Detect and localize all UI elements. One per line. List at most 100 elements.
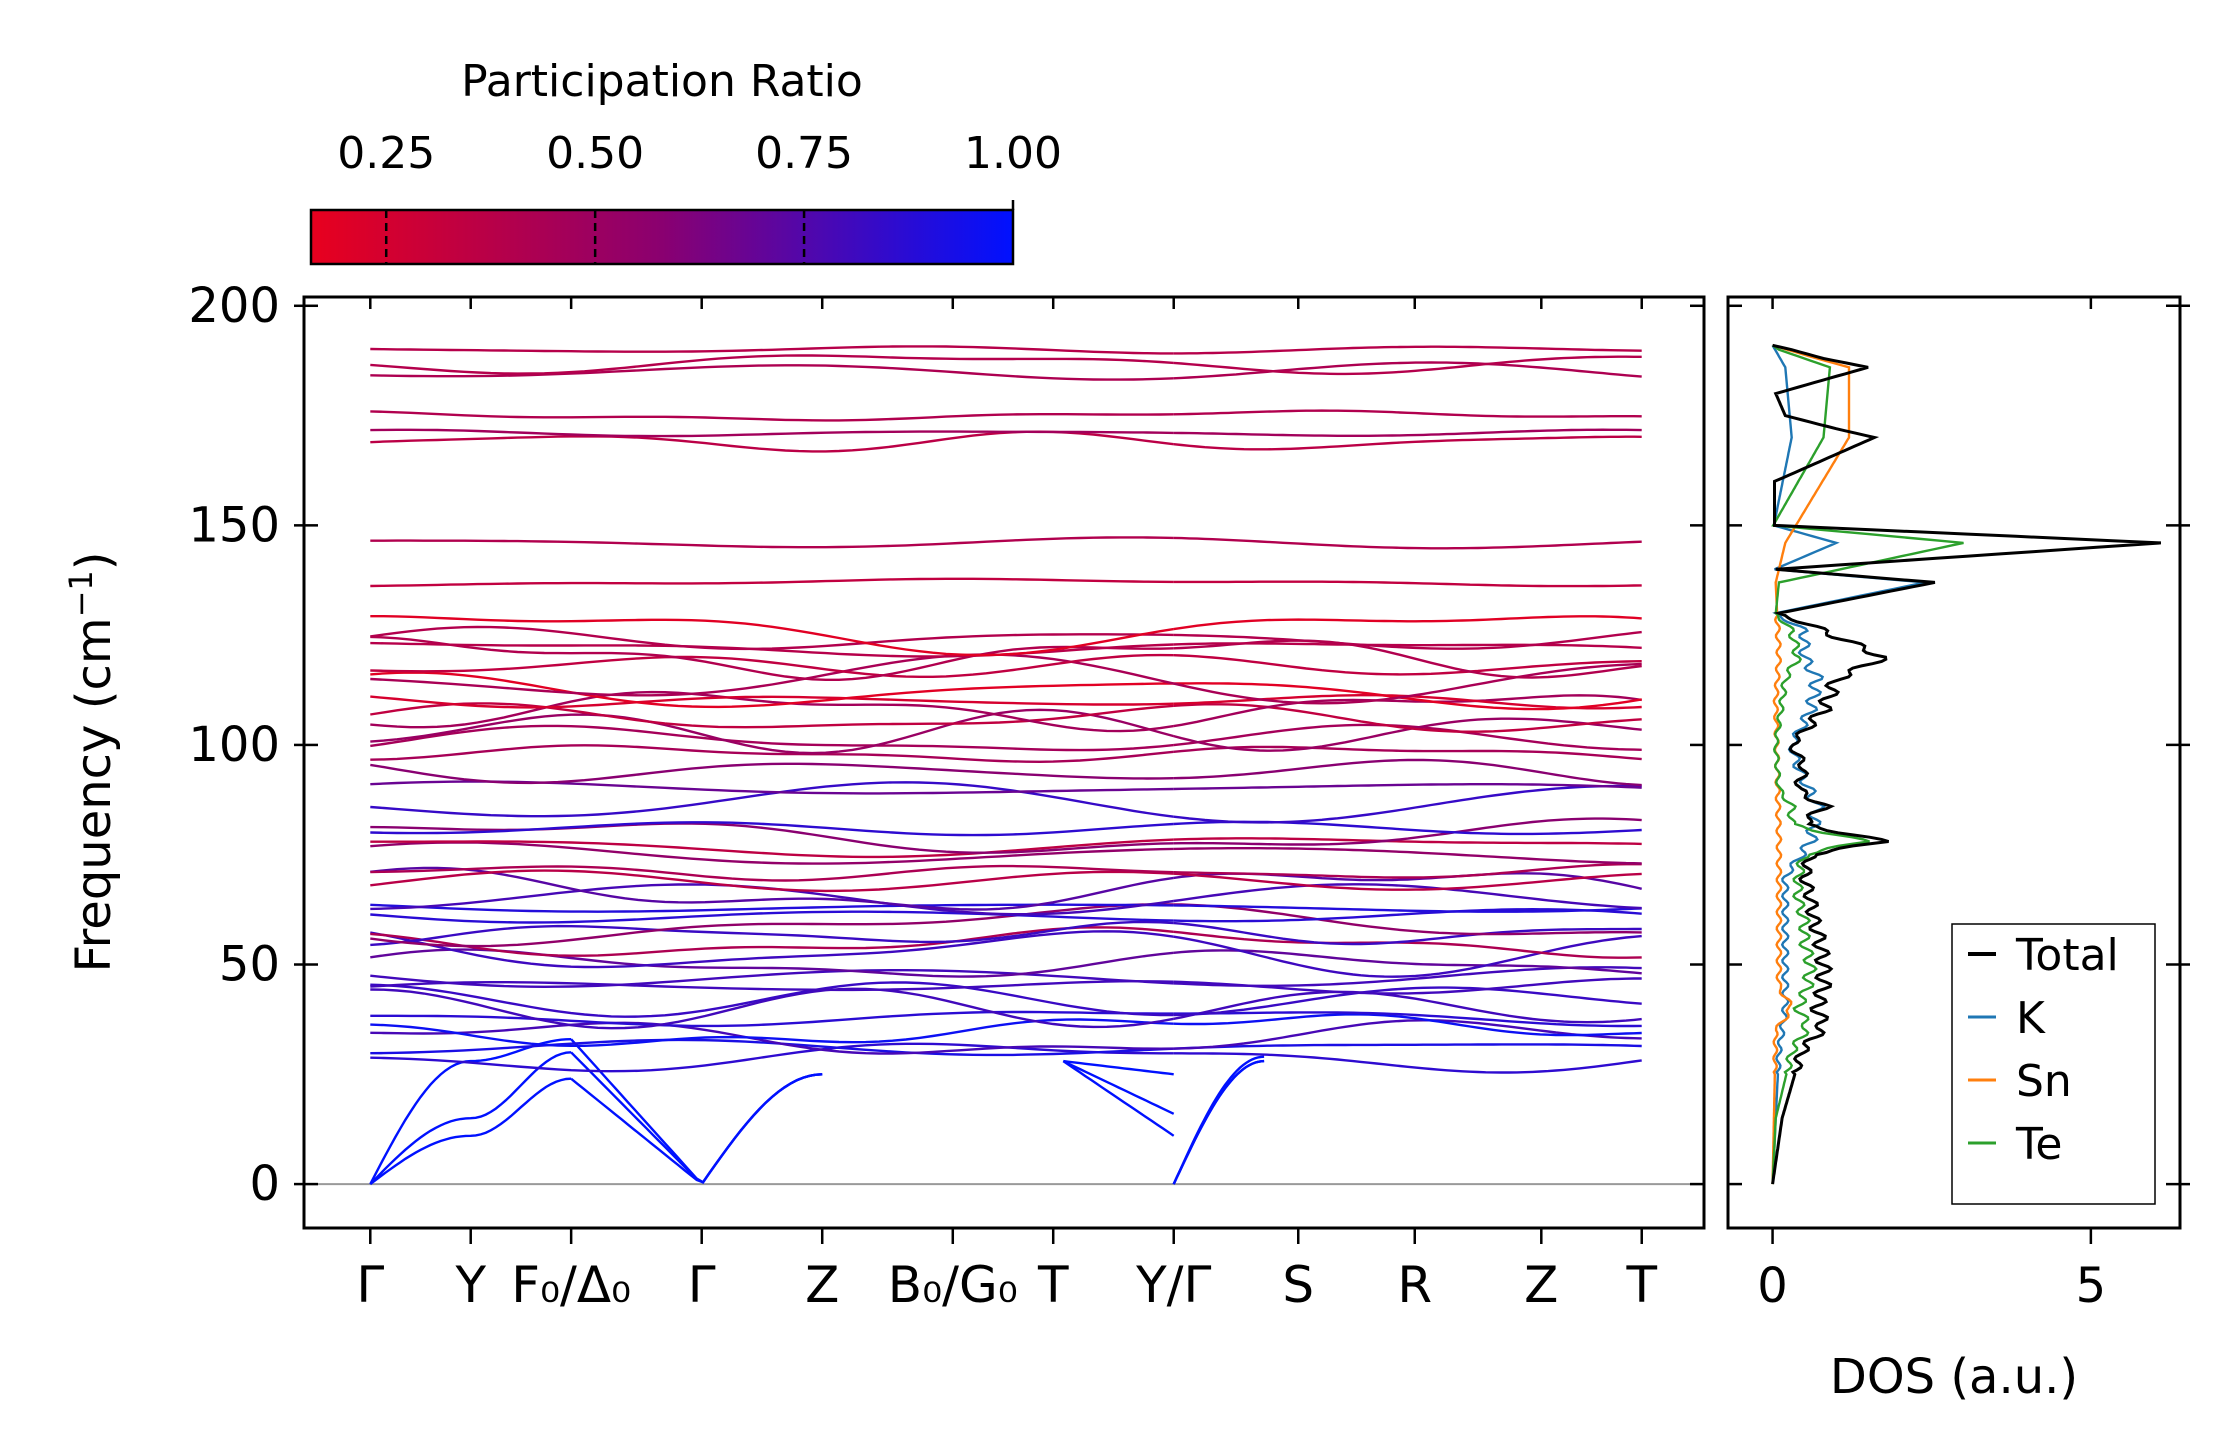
optical-band xyxy=(1173,921,1642,946)
optical-band xyxy=(1173,934,1642,978)
optical-band xyxy=(370,1042,1174,1073)
colorbar-ticks: 0.25 0.50 0.75 1.00 xyxy=(337,128,1062,264)
optical-band xyxy=(1173,745,1642,761)
optical-band xyxy=(1173,654,1642,676)
optical-band xyxy=(1173,642,1642,649)
optical-band xyxy=(370,981,1174,1018)
optical-band xyxy=(1173,361,1642,380)
optical-band xyxy=(1173,949,1642,975)
optical-band xyxy=(370,671,1174,709)
optical-band xyxy=(370,345,1174,355)
optical-band xyxy=(1173,428,1642,437)
optical-band xyxy=(370,695,1174,709)
x-tick-label: Z xyxy=(1524,1256,1558,1314)
colorbar-gradient xyxy=(309,208,1015,266)
optical-band xyxy=(1173,863,1642,879)
band-structure-panel: 0 50 100 150 200 Γ Y F₀/Δ₀ Γ Z B₀/G₀ T Y/Γ S R Z T Freq… xyxy=(62,278,1706,1314)
optical-band xyxy=(1173,986,1642,1017)
optical-band xyxy=(370,987,1174,1030)
acoustic-branch xyxy=(570,1038,823,1184)
x-tick-label: R xyxy=(1397,1256,1432,1314)
optical-band xyxy=(1173,630,1642,650)
colorbar-tick-label: 0.25 xyxy=(337,128,435,179)
optical-band xyxy=(370,635,1174,681)
optical-band xyxy=(1173,820,1642,836)
optical-band xyxy=(1173,1011,1642,1028)
optical-band xyxy=(370,821,1174,837)
optical-band xyxy=(1173,682,1642,711)
y-tick-label: 200 xyxy=(188,278,280,334)
optical-band xyxy=(1173,662,1642,705)
optical-band xyxy=(370,724,1174,752)
optical-band xyxy=(370,690,1174,733)
acoustic-branch xyxy=(369,1077,572,1186)
optical-band xyxy=(1173,883,1642,910)
optical-band xyxy=(1173,1013,1642,1037)
band-y-axis: 0 50 100 150 200 xyxy=(188,278,1704,1212)
optical-band xyxy=(1173,703,1642,733)
acoustic-branch xyxy=(1172,1059,1265,1185)
optical-band xyxy=(370,653,1174,678)
x-tick-label: Y xyxy=(454,1256,486,1314)
optical-band xyxy=(370,536,1174,549)
x-tick-label: T xyxy=(1625,1256,1657,1314)
colorbar: Participation Ratio 0.25 0.50 0.75 1.00 xyxy=(309,56,1062,266)
legend-frame xyxy=(1951,923,2156,1205)
optical-band xyxy=(370,910,1174,924)
optical-band xyxy=(370,744,1174,764)
optical-band xyxy=(370,653,1174,697)
dos-x-axis-label: DOS (a.u.) xyxy=(1830,1349,2078,1405)
optical-band xyxy=(1173,435,1642,451)
legend-label-k: K xyxy=(2016,993,2046,1044)
x-tick-label: T xyxy=(1037,1256,1069,1314)
band-axes-frame xyxy=(302,295,1706,1230)
optical-band xyxy=(370,948,1174,978)
optical-band xyxy=(370,866,1174,911)
x-tick-label: S xyxy=(1282,1256,1314,1314)
legend-label-total: Total xyxy=(2015,930,2119,981)
dos-x-tick-label: 5 xyxy=(2076,1258,2107,1314)
optical-band xyxy=(1173,907,1642,923)
optical-band xyxy=(370,838,1174,859)
optical-band xyxy=(370,410,1174,422)
acoustic-branch xyxy=(1063,1059,1174,1076)
optical-band xyxy=(1173,837,1642,846)
dos-curves xyxy=(1771,343,2162,1185)
optical-band xyxy=(370,780,1174,795)
optical-band xyxy=(1173,817,1642,846)
optical-band xyxy=(1173,615,1642,631)
optical-band xyxy=(370,979,1174,992)
optical-band xyxy=(1173,1043,1642,1050)
band-x-axis: Γ Y F₀/Δ₀ Γ Z B₀/G₀ T Y/Γ S R Z T xyxy=(356,297,1657,1314)
optical-band xyxy=(370,841,1174,865)
x-tick-label: Z xyxy=(805,1256,839,1314)
optical-band xyxy=(370,920,1174,947)
optical-band xyxy=(1173,784,1642,824)
optical-band xyxy=(370,1010,1174,1028)
legend-label-sn: Sn xyxy=(2016,1056,2072,1107)
y-tick-label: 100 xyxy=(188,717,280,773)
x-tick-label: B₀/G₀ xyxy=(888,1256,1018,1314)
colorbar-tick-label: 0.75 xyxy=(755,128,853,179)
dos-curve-total xyxy=(1771,343,2162,1185)
optical-band xyxy=(1173,903,1642,936)
optical-band xyxy=(1173,355,1642,376)
optical-band xyxy=(370,428,1174,438)
optical-band xyxy=(1173,990,1642,1024)
optical-band xyxy=(1173,758,1642,787)
colorbar-tick-label: 1.00 xyxy=(964,128,1062,179)
optical-band xyxy=(370,708,1175,755)
optical-band xyxy=(370,1021,1174,1055)
x-tick-label: F₀/Δ₀ xyxy=(511,1256,631,1314)
y-axis-label: Frequency (cm−1) xyxy=(62,551,122,972)
optical-band xyxy=(370,926,1174,957)
optical-band xyxy=(370,969,1174,989)
optical-band xyxy=(1173,872,1642,891)
optical-band xyxy=(1173,409,1642,418)
acoustic-branch xyxy=(1172,1059,1265,1185)
acoustic-branch xyxy=(1172,1055,1265,1185)
x-tick-label: Y/Γ xyxy=(1135,1256,1211,1314)
y-tick-label: 0 xyxy=(249,1156,280,1212)
